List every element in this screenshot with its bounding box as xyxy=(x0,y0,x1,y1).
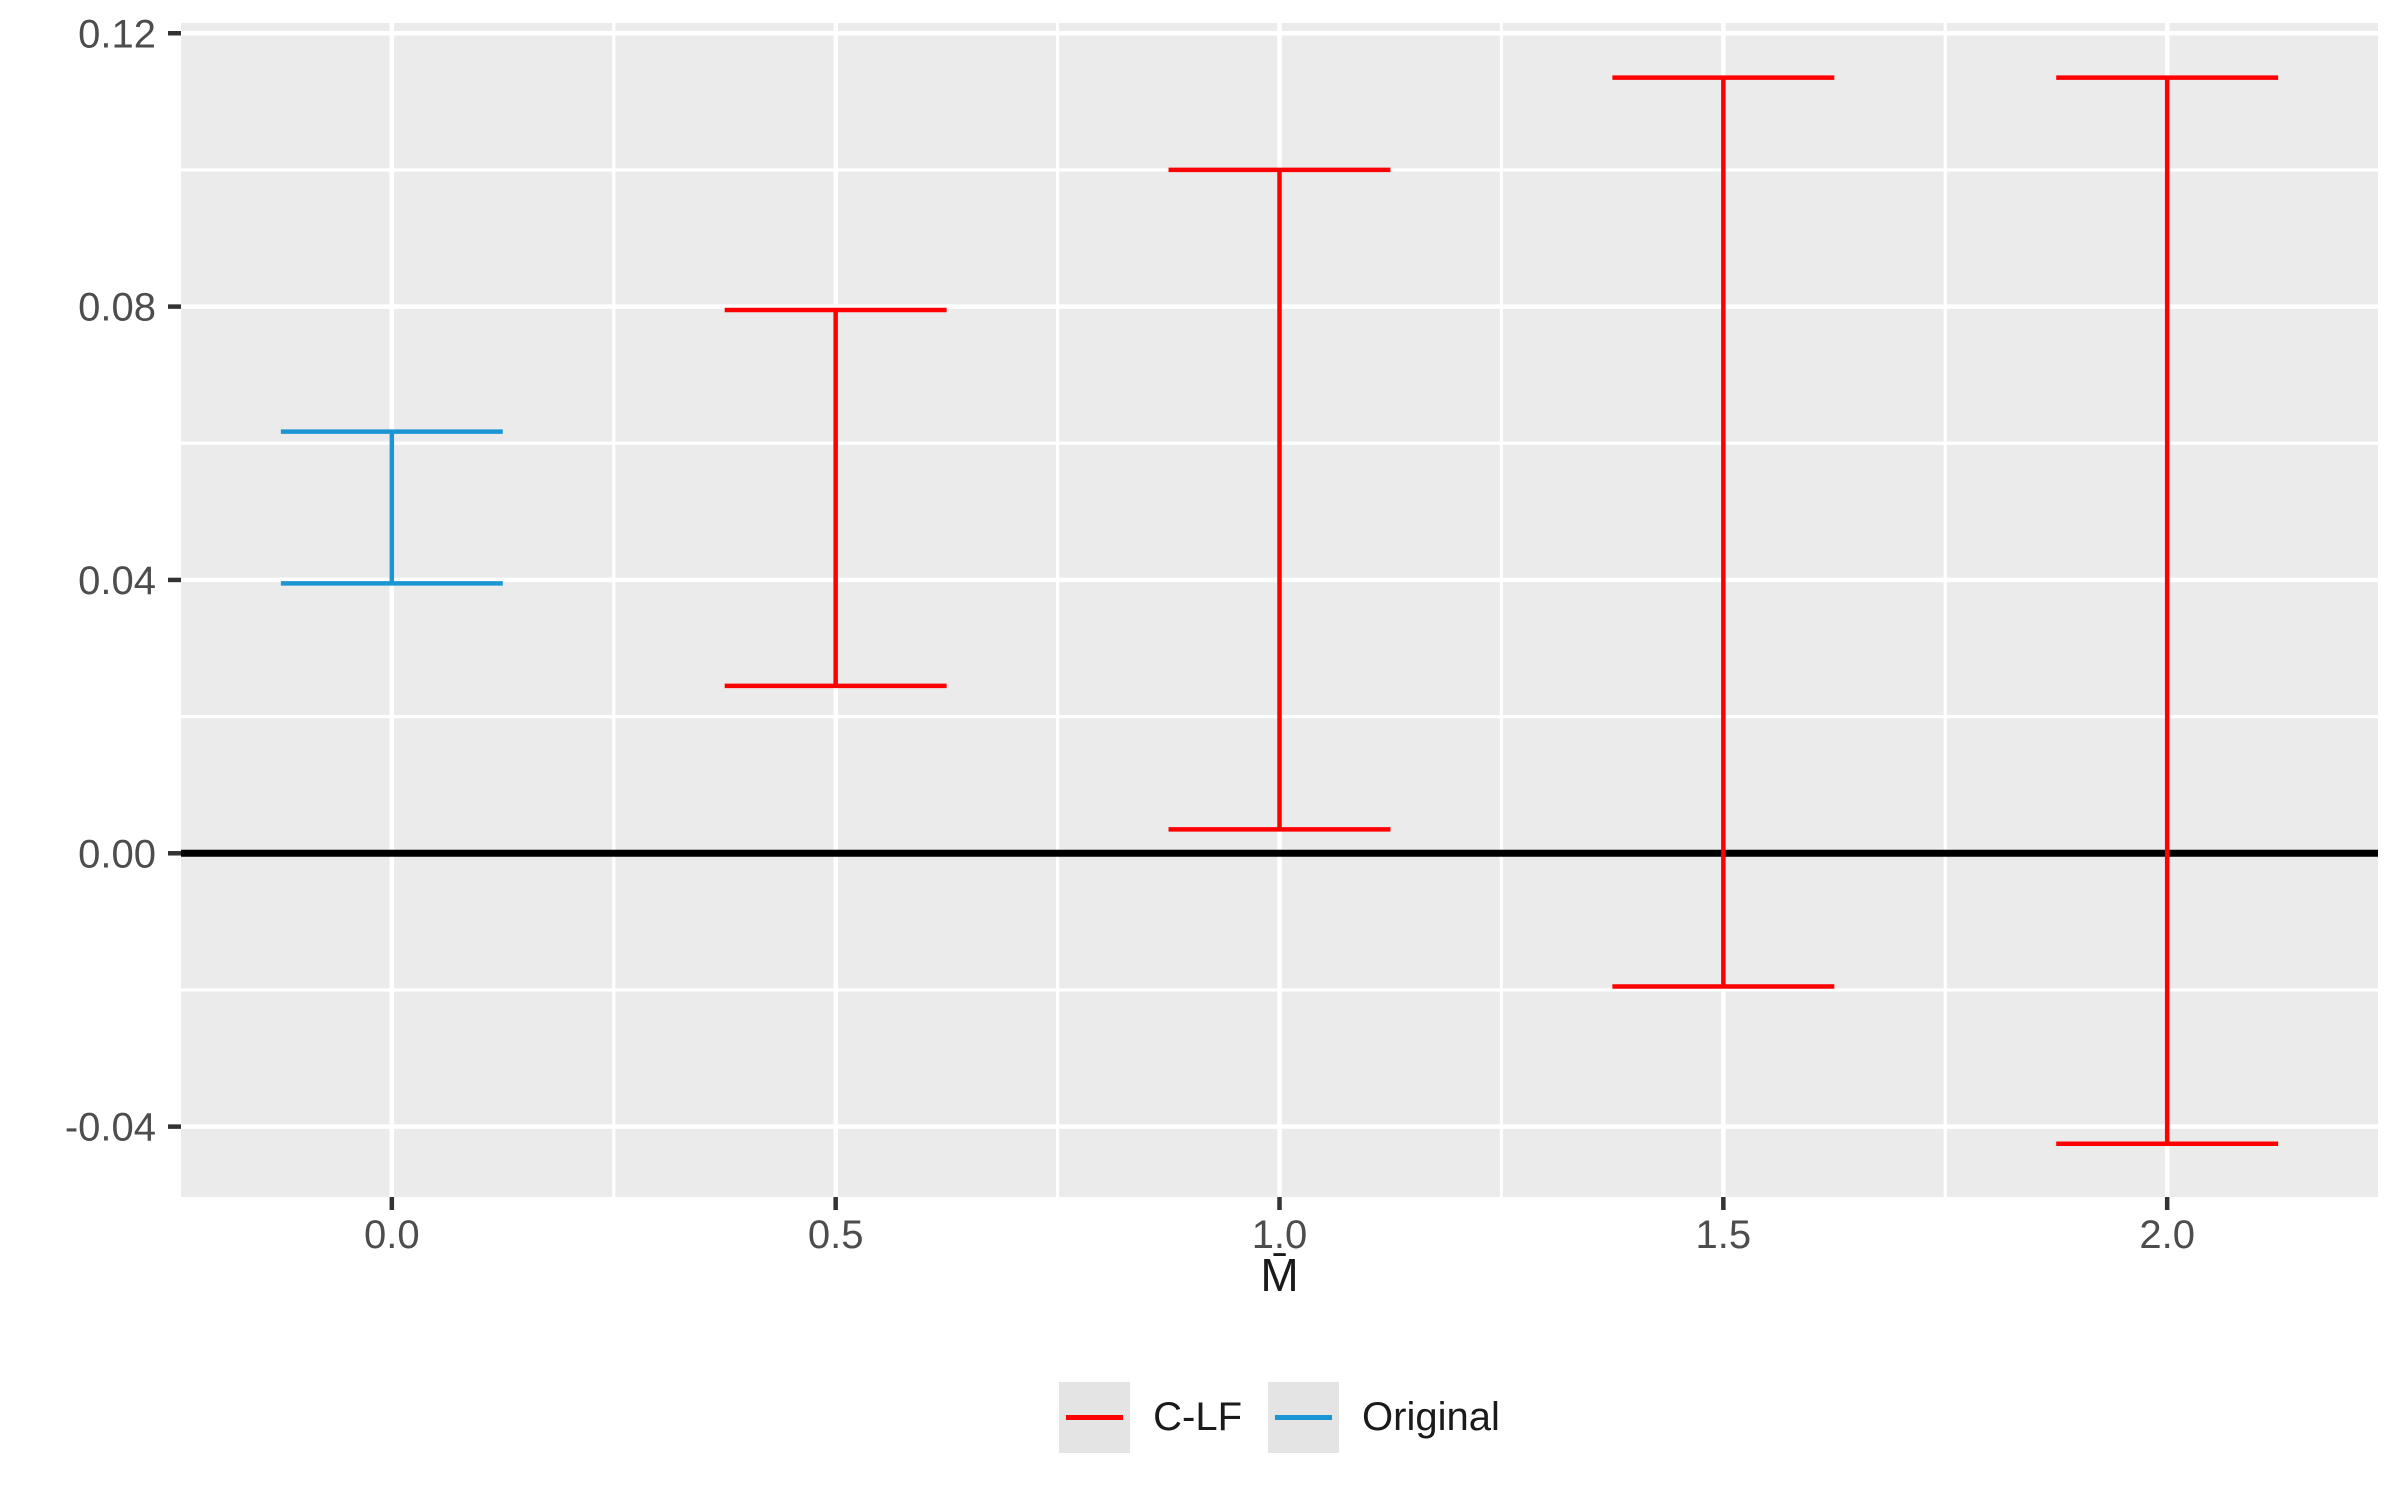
legend-label: C-LF xyxy=(1153,1395,1243,1439)
legend-key-swatch xyxy=(1059,1382,1131,1453)
legend-item-original: Original xyxy=(1268,1382,1500,1453)
legend-label: Original xyxy=(1362,1395,1500,1439)
legend-key-swatch xyxy=(1268,1382,1340,1453)
legend-key-line xyxy=(1275,1415,1333,1420)
legend-item-c-lf: C-LF xyxy=(1059,1382,1242,1453)
y-tick-label: -0.04 xyxy=(65,1106,156,1150)
legend-key-line xyxy=(1066,1415,1124,1420)
legend: C-LF Original xyxy=(181,1382,2378,1453)
y-tick-label: 0.08 xyxy=(78,286,156,330)
y-tick-label: 0.00 xyxy=(78,832,156,876)
x-tick-label: 1.5 xyxy=(1696,1213,1752,1257)
x-tick-label: 1.0 xyxy=(1252,1213,1308,1257)
x-axis-title: M̄ xyxy=(1260,1249,1299,1301)
y-tick-label: 0.04 xyxy=(78,559,156,603)
x-tick-label: 0.0 xyxy=(364,1213,420,1257)
x-tick-label: 0.5 xyxy=(808,1213,864,1257)
x-tick-label: 2.0 xyxy=(2139,1213,2195,1257)
y-tick-label: 0.12 xyxy=(78,12,156,56)
